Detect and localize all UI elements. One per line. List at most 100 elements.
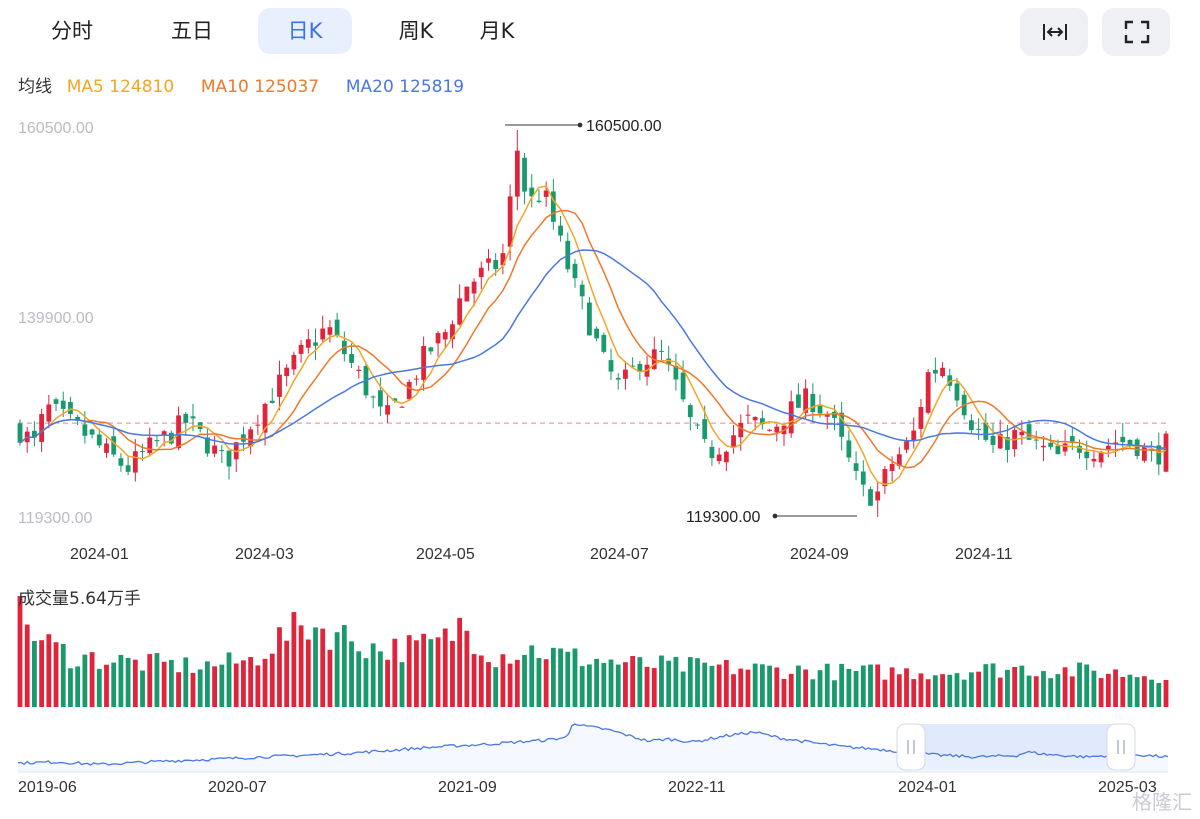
candle	[89, 428, 95, 439]
volume-bar	[377, 651, 383, 707]
volume-bar	[1062, 667, 1068, 707]
volume-bar	[651, 668, 657, 707]
volume-bar	[940, 674, 945, 707]
overview-handle-right[interactable]	[1106, 723, 1136, 771]
candle	[514, 130, 520, 211]
candle	[601, 332, 607, 354]
volume-bar	[709, 665, 715, 707]
candle	[767, 428, 772, 432]
volume-bar	[550, 647, 556, 707]
candle	[846, 430, 852, 463]
volume-bar	[1120, 676, 1126, 707]
volume-bar	[111, 662, 117, 707]
overview-handle-left[interactable]	[896, 723, 926, 771]
candle	[1149, 441, 1154, 462]
tab-daily-k[interactable]: 日K	[258, 8, 352, 54]
volume-bar	[233, 663, 239, 707]
volume-bar	[212, 666, 218, 707]
candle	[464, 286, 470, 302]
volume-bar	[947, 674, 953, 707]
volume-bar	[514, 659, 520, 707]
volume-bar	[565, 651, 571, 707]
volume-bar	[860, 665, 866, 707]
volume-bar	[154, 653, 160, 707]
fullscreen-button[interactable]	[1102, 8, 1170, 56]
volume-bar	[320, 628, 326, 707]
volume-bar	[853, 671, 859, 707]
candle	[154, 435, 160, 447]
volume-bar	[788, 673, 794, 707]
candle	[60, 391, 66, 417]
volume-bar	[1113, 669, 1118, 707]
volume-bar	[349, 641, 354, 707]
volume-bar	[932, 675, 938, 707]
volume-bar	[161, 661, 167, 707]
volume-bar	[385, 659, 390, 707]
candle	[630, 357, 636, 368]
candle	[320, 315, 326, 343]
volume-bar	[824, 663, 830, 707]
volume-bar	[1084, 664, 1090, 707]
volume-bar	[507, 663, 513, 707]
candle	[428, 346, 434, 355]
candle	[731, 425, 736, 454]
overview-tick-2020-07: 2020-07	[208, 779, 267, 796]
volume-bar	[666, 660, 672, 707]
volume-bar	[572, 648, 578, 707]
candle	[522, 152, 527, 205]
candle	[911, 417, 917, 449]
candle	[1033, 430, 1039, 450]
tab-fenshi[interactable]: 分时	[51, 19, 93, 43]
volume-bar	[911, 679, 917, 707]
candle	[219, 444, 225, 463]
volume-bar	[817, 670, 823, 707]
volume-bar	[810, 679, 816, 707]
volume-bar	[277, 627, 282, 707]
y-tick-mid: 139900.00	[18, 310, 94, 327]
volume-bar	[53, 642, 59, 707]
overview-tick-2021-09: 2021-09	[438, 779, 497, 796]
candle	[96, 428, 102, 449]
legend-label: 均线	[18, 77, 52, 97]
volume-bar	[204, 661, 210, 707]
candle	[125, 456, 131, 476]
candle	[997, 419, 1003, 450]
candle	[615, 373, 621, 390]
tab-monthly-k[interactable]: 月K	[479, 19, 515, 43]
volume-bar	[1149, 679, 1154, 707]
volume-bar	[313, 627, 318, 707]
volume-bar	[356, 651, 362, 707]
volume-bar	[1048, 678, 1054, 707]
tab-weekly-k[interactable]: 周K	[398, 19, 434, 43]
fit-width-button[interactable]	[1020, 8, 1088, 56]
candle	[990, 423, 996, 454]
tab-wuri[interactable]: 五日	[171, 19, 213, 43]
overview-tick-2019-06: 2019-06	[18, 779, 77, 796]
candle	[53, 397, 59, 412]
candle	[565, 232, 571, 273]
volume-bar	[1141, 676, 1147, 707]
candle	[406, 379, 412, 402]
volume-bar	[82, 654, 88, 707]
candle	[457, 284, 463, 326]
volume-bar	[197, 669, 203, 707]
candle	[536, 189, 542, 204]
volume-bar	[435, 637, 441, 707]
candle	[442, 329, 448, 348]
volume-bar	[1019, 665, 1025, 707]
candle	[68, 396, 73, 419]
volume-bar	[1041, 671, 1046, 707]
candle	[680, 360, 686, 402]
x-tick-2024-11: 2024-11	[955, 546, 1013, 563]
volume-bar	[976, 671, 982, 707]
volume-bar	[457, 617, 463, 707]
volume-bar	[659, 655, 664, 707]
overview-navigator[interactable]	[17, 723, 1169, 773]
candle	[414, 375, 419, 386]
volume-bar	[1026, 675, 1032, 707]
candle	[558, 215, 563, 242]
volume-bar	[868, 664, 873, 707]
volume-bar	[428, 639, 434, 707]
volume-bar	[767, 665, 772, 707]
